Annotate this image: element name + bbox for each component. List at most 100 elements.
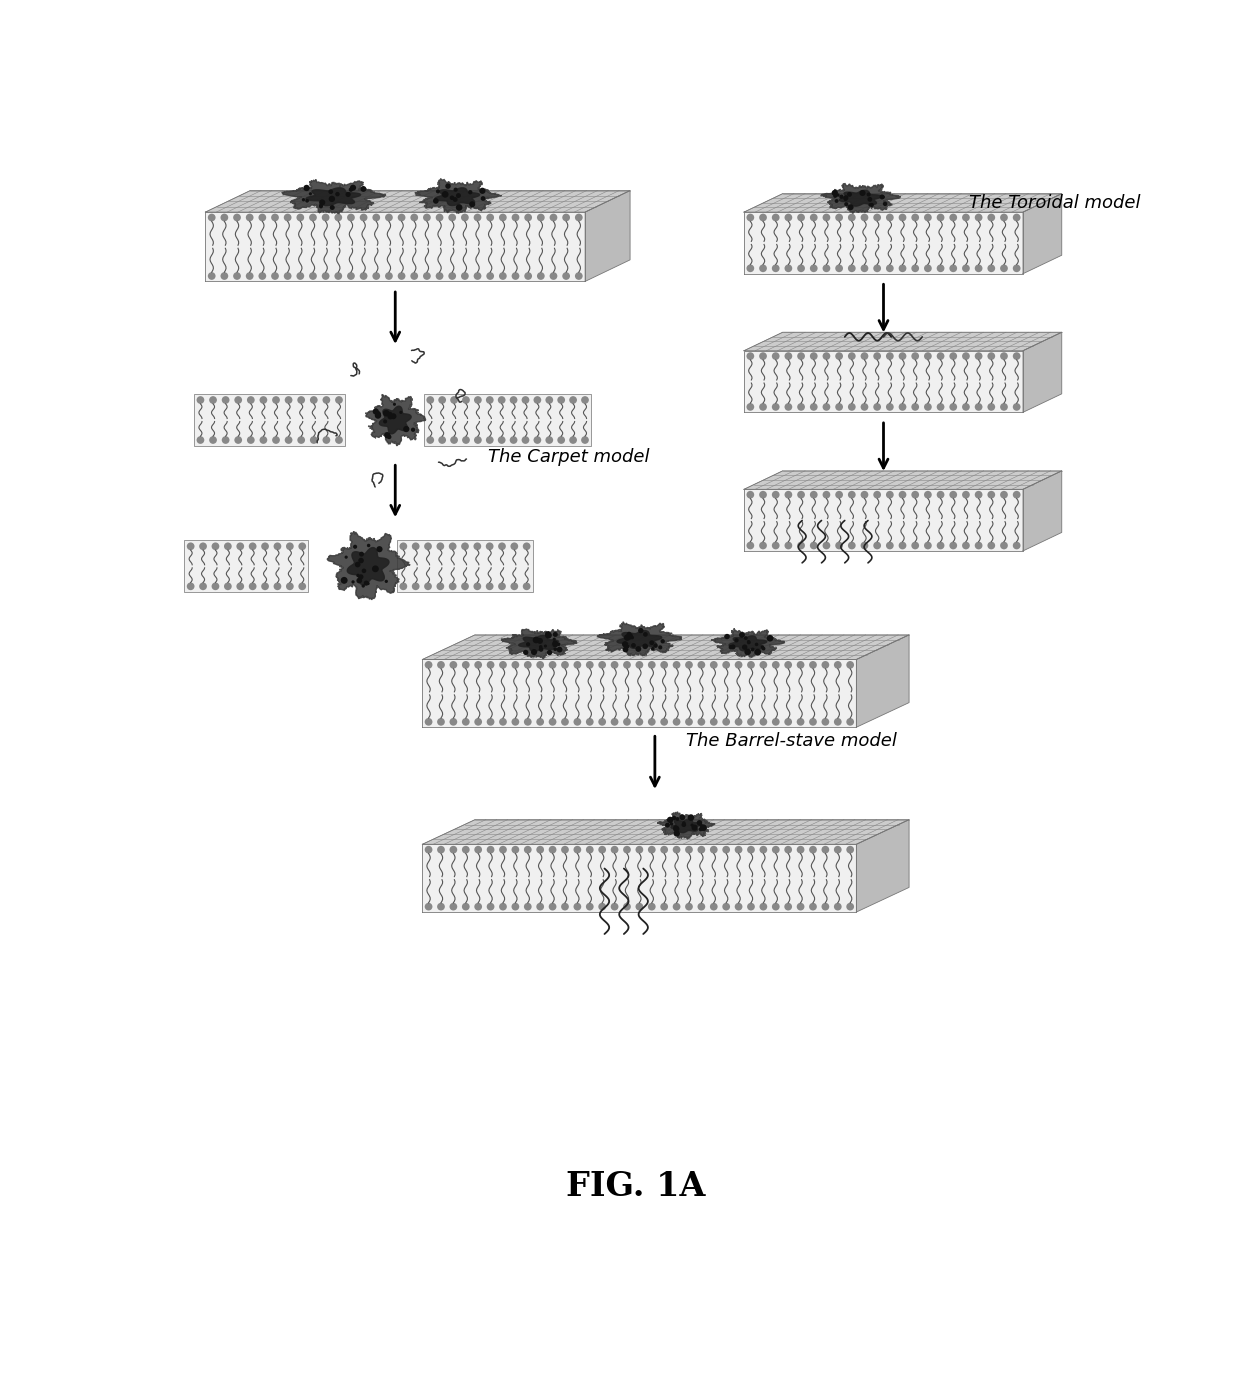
Circle shape [885,403,894,411]
Circle shape [523,543,531,550]
Circle shape [383,419,387,424]
Circle shape [497,396,506,404]
Circle shape [785,264,792,272]
Circle shape [212,582,219,590]
Circle shape [885,214,894,221]
Circle shape [746,264,754,272]
Circle shape [587,903,594,911]
Circle shape [635,846,644,853]
Circle shape [474,272,481,279]
Circle shape [635,903,644,911]
Circle shape [372,565,379,572]
Circle shape [660,903,668,911]
Circle shape [975,542,982,550]
Circle shape [622,642,629,647]
Circle shape [569,396,577,404]
Circle shape [709,661,718,668]
Circle shape [744,636,748,640]
Polygon shape [423,845,857,913]
Circle shape [410,214,418,221]
Circle shape [742,644,748,650]
Polygon shape [857,635,909,728]
Circle shape [936,542,945,550]
Circle shape [797,846,805,853]
Circle shape [461,214,469,221]
Circle shape [224,543,232,550]
Circle shape [839,194,843,199]
Circle shape [873,490,882,499]
Circle shape [536,846,544,853]
Circle shape [511,543,518,550]
Circle shape [626,632,631,636]
Circle shape [760,646,764,649]
Circle shape [233,214,241,221]
Circle shape [552,640,558,646]
Circle shape [296,214,304,221]
Circle shape [808,718,817,725]
Circle shape [722,903,730,911]
Polygon shape [423,635,909,660]
Circle shape [899,490,906,499]
Circle shape [836,490,843,499]
Circle shape [335,272,342,279]
Circle shape [759,846,768,853]
Polygon shape [501,629,577,658]
Circle shape [797,718,805,725]
Circle shape [438,436,446,444]
Circle shape [249,582,257,590]
Circle shape [808,661,817,668]
Circle shape [376,411,381,417]
Circle shape [975,353,982,360]
Circle shape [435,214,444,221]
Polygon shape [327,532,410,600]
Circle shape [598,718,606,725]
Circle shape [373,408,379,414]
Circle shape [1013,214,1021,221]
Circle shape [1013,403,1021,411]
Circle shape [847,192,852,197]
Circle shape [861,542,868,550]
Circle shape [376,413,381,417]
Circle shape [438,846,445,853]
Circle shape [771,903,780,911]
Circle shape [987,403,996,411]
Circle shape [350,185,356,190]
Circle shape [347,272,355,279]
Circle shape [936,490,945,499]
Circle shape [771,661,780,668]
Circle shape [746,846,755,853]
Circle shape [833,903,842,911]
Circle shape [486,272,494,279]
Circle shape [533,436,541,444]
Circle shape [237,582,244,590]
Circle shape [560,846,569,853]
Circle shape [531,649,537,656]
Circle shape [759,214,766,221]
Circle shape [885,353,894,360]
Circle shape [658,646,662,650]
Circle shape [347,214,355,221]
Circle shape [676,817,680,821]
Circle shape [624,846,631,853]
Circle shape [474,661,482,668]
Circle shape [987,542,996,550]
Circle shape [975,403,982,411]
Circle shape [272,272,279,279]
Circle shape [525,272,532,279]
Circle shape [822,264,831,272]
Circle shape [367,582,370,585]
Circle shape [403,426,409,432]
Circle shape [536,718,544,725]
Circle shape [552,642,558,647]
Circle shape [557,647,563,653]
Circle shape [553,647,557,651]
Circle shape [286,543,294,550]
Circle shape [525,661,532,668]
Circle shape [537,272,544,279]
Circle shape [697,718,706,725]
Circle shape [785,214,792,221]
Circle shape [911,214,919,221]
Circle shape [950,490,957,499]
Circle shape [285,436,293,444]
Circle shape [734,638,739,643]
